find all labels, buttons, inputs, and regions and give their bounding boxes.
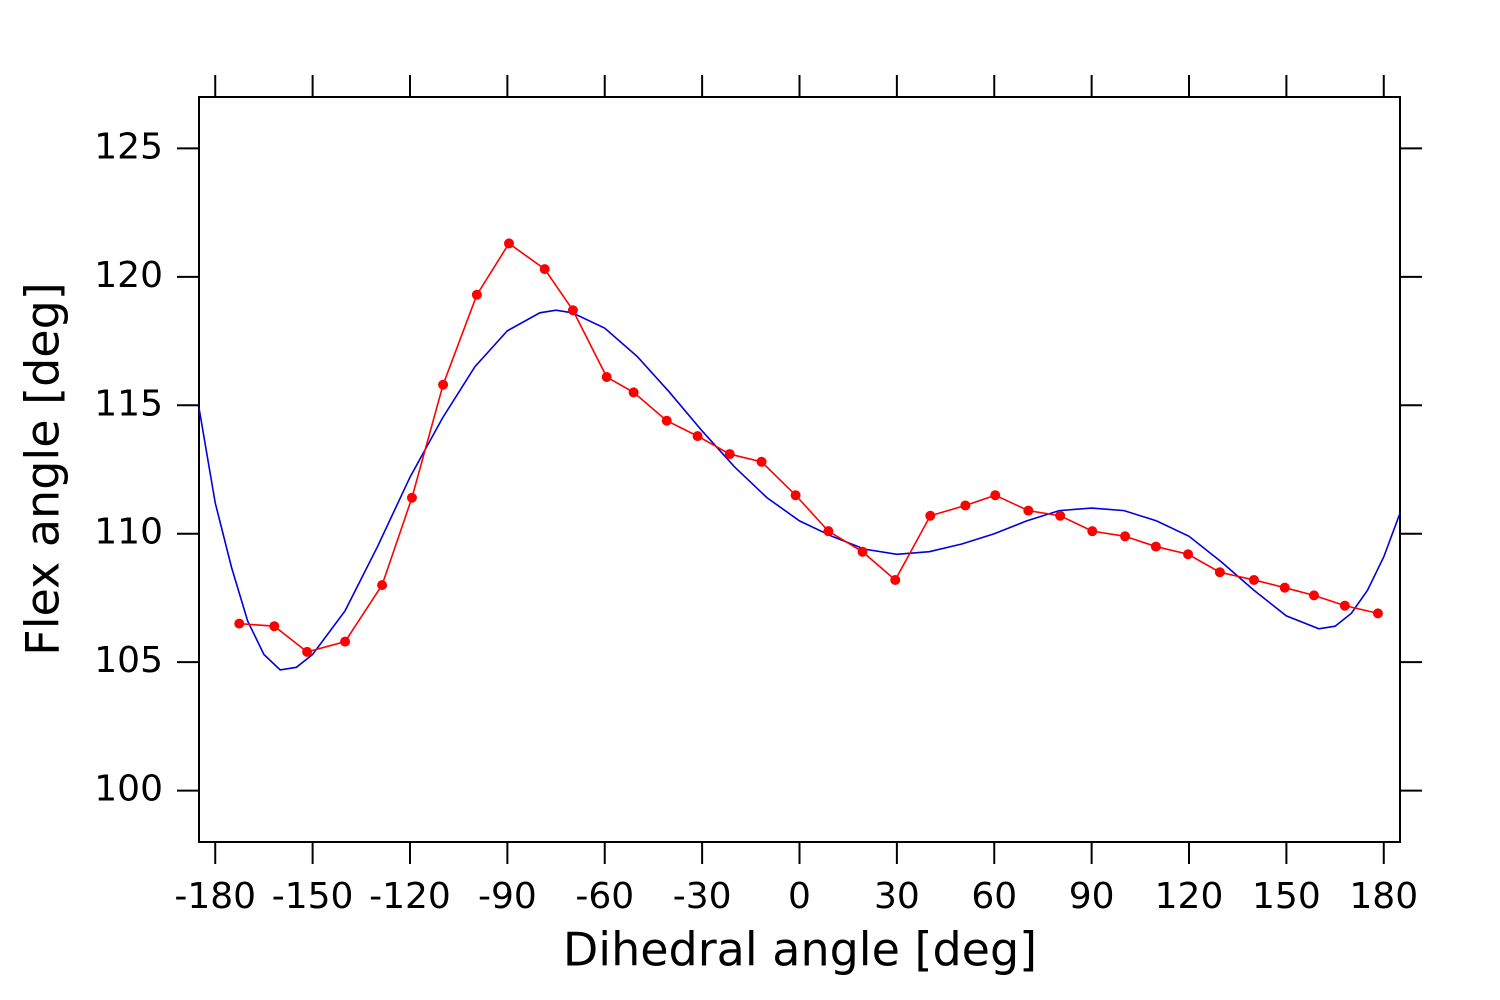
data-point [438, 379, 449, 390]
data-point [790, 490, 801, 501]
data-point [567, 305, 578, 316]
data-point [724, 449, 735, 460]
y-tick-label: 110 [94, 512, 163, 553]
data-point [539, 264, 550, 275]
x-tick-label: 60 [971, 876, 1017, 917]
x-tick-label: -60 [575, 876, 634, 917]
plot-frame [198, 96, 1401, 843]
x-tick-label: 180 [1349, 876, 1418, 917]
data-point [601, 372, 612, 383]
data-point [990, 490, 1001, 501]
series-line [198, 309, 1401, 671]
y-tick-label: 105 [94, 640, 163, 681]
data-point [925, 510, 936, 521]
data-point [406, 492, 417, 503]
x-tick-label: 30 [874, 876, 920, 917]
x-tick-label: -180 [174, 876, 256, 917]
data-point [340, 636, 351, 647]
x-tick-label: -150 [272, 876, 354, 917]
data-point [302, 646, 313, 657]
y-tick-label: 115 [94, 383, 163, 424]
data-point [1183, 549, 1194, 560]
data-point [692, 431, 703, 442]
x-tick-label: 150 [1252, 876, 1321, 917]
y-tick-label: 125 [94, 126, 163, 167]
x-tick-label: 0 [788, 876, 811, 917]
data-point [890, 574, 901, 585]
data-point [1087, 526, 1098, 537]
data-point [503, 238, 514, 249]
data-point [1023, 505, 1034, 516]
data-point [823, 526, 834, 537]
data-point [1308, 590, 1319, 601]
data-point [269, 621, 280, 632]
y-tick-label: 100 [94, 769, 163, 810]
data-point [377, 580, 388, 591]
data-point [1372, 608, 1383, 619]
data-point [857, 546, 868, 557]
data-point [1339, 600, 1350, 611]
y-tick-label: 120 [94, 255, 163, 296]
data-point [628, 387, 639, 398]
data-point [661, 415, 672, 426]
data-point [1279, 582, 1290, 593]
data-point [960, 500, 971, 511]
data-point [234, 618, 245, 629]
x-tick-label: -90 [478, 876, 537, 917]
data-point [1248, 574, 1259, 585]
data-point [1150, 541, 1161, 552]
x-tick-label: -120 [369, 876, 451, 917]
data-point [1055, 510, 1066, 521]
y-axis-title: Flex angle [deg] [16, 282, 70, 655]
x-tick-label: -30 [673, 876, 732, 917]
data-point [1120, 531, 1131, 542]
data-point [1214, 567, 1225, 578]
x-tick-label: 90 [1069, 876, 1115, 917]
x-tick-label: 120 [1155, 876, 1224, 917]
data-point [471, 289, 482, 300]
x-axis-title: Dihedral angle [deg] [563, 923, 1037, 977]
series-line [239, 242, 1379, 653]
data-point [756, 456, 767, 467]
